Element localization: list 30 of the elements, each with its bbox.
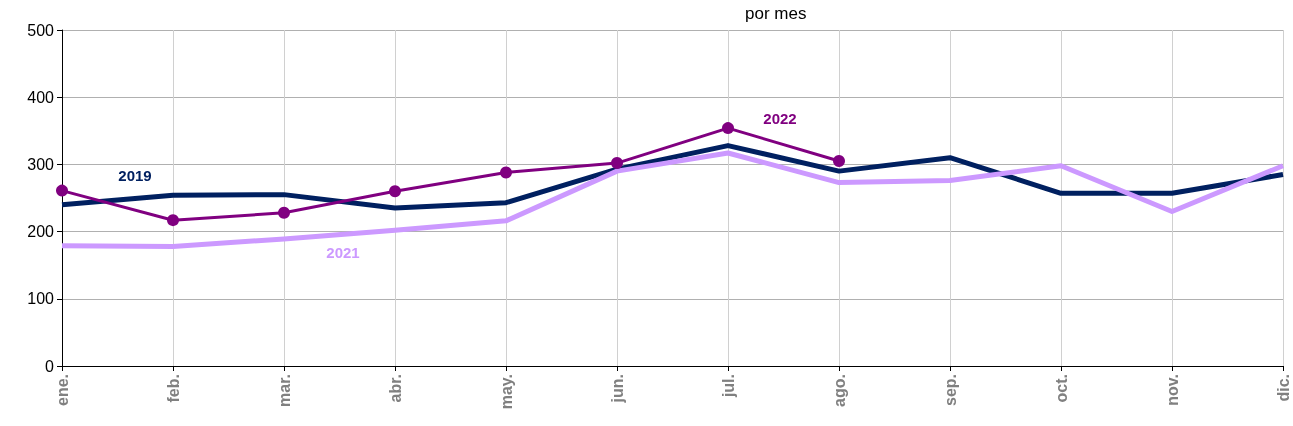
- y-tick-label: 400: [27, 88, 55, 106]
- point: [833, 155, 845, 168]
- chart-title: por mes: [745, 4, 807, 23]
- y-tick-label: 200: [27, 223, 55, 241]
- point: [389, 185, 401, 198]
- point: [611, 157, 623, 170]
- x-tick-label: may.: [497, 374, 515, 410]
- x-tick-label: ago.: [830, 374, 848, 407]
- series-label: 2021: [326, 243, 360, 261]
- x-tick-label: oct.: [1052, 374, 1070, 403]
- x-tick-label: dic.: [1274, 374, 1292, 402]
- y-tick-label: 0: [45, 357, 55, 375]
- series-label: 2019: [118, 166, 152, 184]
- x-tick-label: ene.: [53, 374, 71, 407]
- x-tick-label: nov.: [1163, 374, 1181, 406]
- point: [722, 122, 734, 135]
- point: [56, 184, 68, 197]
- point: [167, 214, 179, 227]
- x-tick-label: sep.: [941, 374, 959, 407]
- x-tick-label: jul.: [719, 374, 737, 399]
- series-label: 2022: [763, 109, 797, 127]
- x-tick-label: jun.: [608, 374, 626, 404]
- x-tick-label: feb.: [164, 374, 182, 403]
- y-tick-label: 300: [27, 155, 55, 173]
- x-tick-label: abr.: [386, 374, 404, 403]
- y-tick-label: 500: [27, 21, 55, 39]
- y-tick-label: 100: [27, 290, 55, 308]
- x-tick-label: mar.: [275, 374, 293, 407]
- point: [500, 166, 512, 179]
- point: [278, 206, 290, 219]
